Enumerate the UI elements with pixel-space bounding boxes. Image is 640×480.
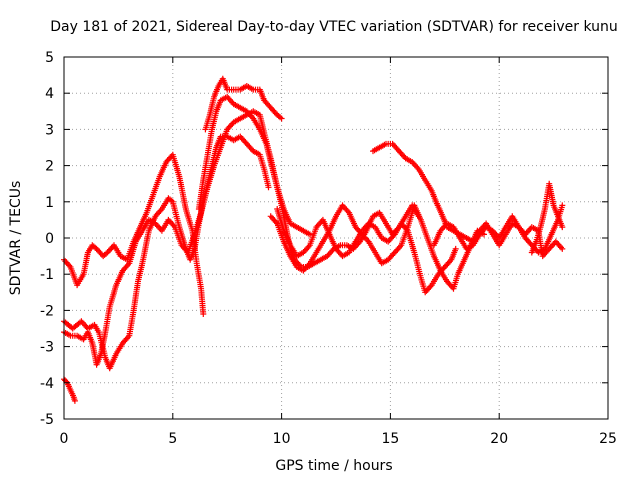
y-tick-label: 1 xyxy=(45,195,54,211)
y-tick-label: 0 xyxy=(45,231,54,247)
y-tick-label: -5 xyxy=(40,412,54,428)
data-point xyxy=(306,231,313,238)
y-tick-label: -1 xyxy=(40,267,54,283)
x-tick-label: 15 xyxy=(381,431,399,447)
y-tick-label: 3 xyxy=(45,122,54,138)
y-tick-label: 2 xyxy=(45,159,54,175)
x-tick-label: 25 xyxy=(599,431,617,447)
axes-ticks: 0 5 10 15 20 25 -5 -4 -3 -2 -1 0 1 2 3 4 5 xyxy=(40,50,617,447)
data-point xyxy=(559,245,566,252)
y-tick-label: 5 xyxy=(45,50,54,66)
x-tick-label: 20 xyxy=(490,431,508,447)
data-point xyxy=(265,184,272,191)
x-tick-label: 5 xyxy=(168,431,177,447)
data-point xyxy=(278,115,285,122)
y-tick-label: -3 xyxy=(40,340,54,356)
y-tick-label: 4 xyxy=(45,86,54,102)
data-point xyxy=(200,311,207,317)
series-arc-10 xyxy=(528,180,566,256)
y-tick-label: -4 xyxy=(40,376,54,392)
y-tick-label: -2 xyxy=(40,303,54,319)
series-arc-6 xyxy=(274,206,459,296)
x-tick-label: 10 xyxy=(273,431,291,447)
x-tick-label: 0 xyxy=(60,431,69,447)
series-arc-5 xyxy=(202,75,285,133)
series-arc-9 xyxy=(430,213,566,260)
data-marks xyxy=(61,75,566,404)
chart-title: Day 181 of 2021, Sidereal Day-to-day VTE… xyxy=(50,19,618,35)
data-point xyxy=(452,245,459,252)
series-arc-2 xyxy=(61,133,272,372)
x-axis-label: GPS time / hours xyxy=(275,458,392,474)
data-point xyxy=(71,397,78,404)
data-point xyxy=(559,202,566,209)
series-arc-7 xyxy=(267,202,487,292)
y-axis-label: SDTVAR / TECUs xyxy=(8,181,24,296)
data-point xyxy=(559,224,566,231)
